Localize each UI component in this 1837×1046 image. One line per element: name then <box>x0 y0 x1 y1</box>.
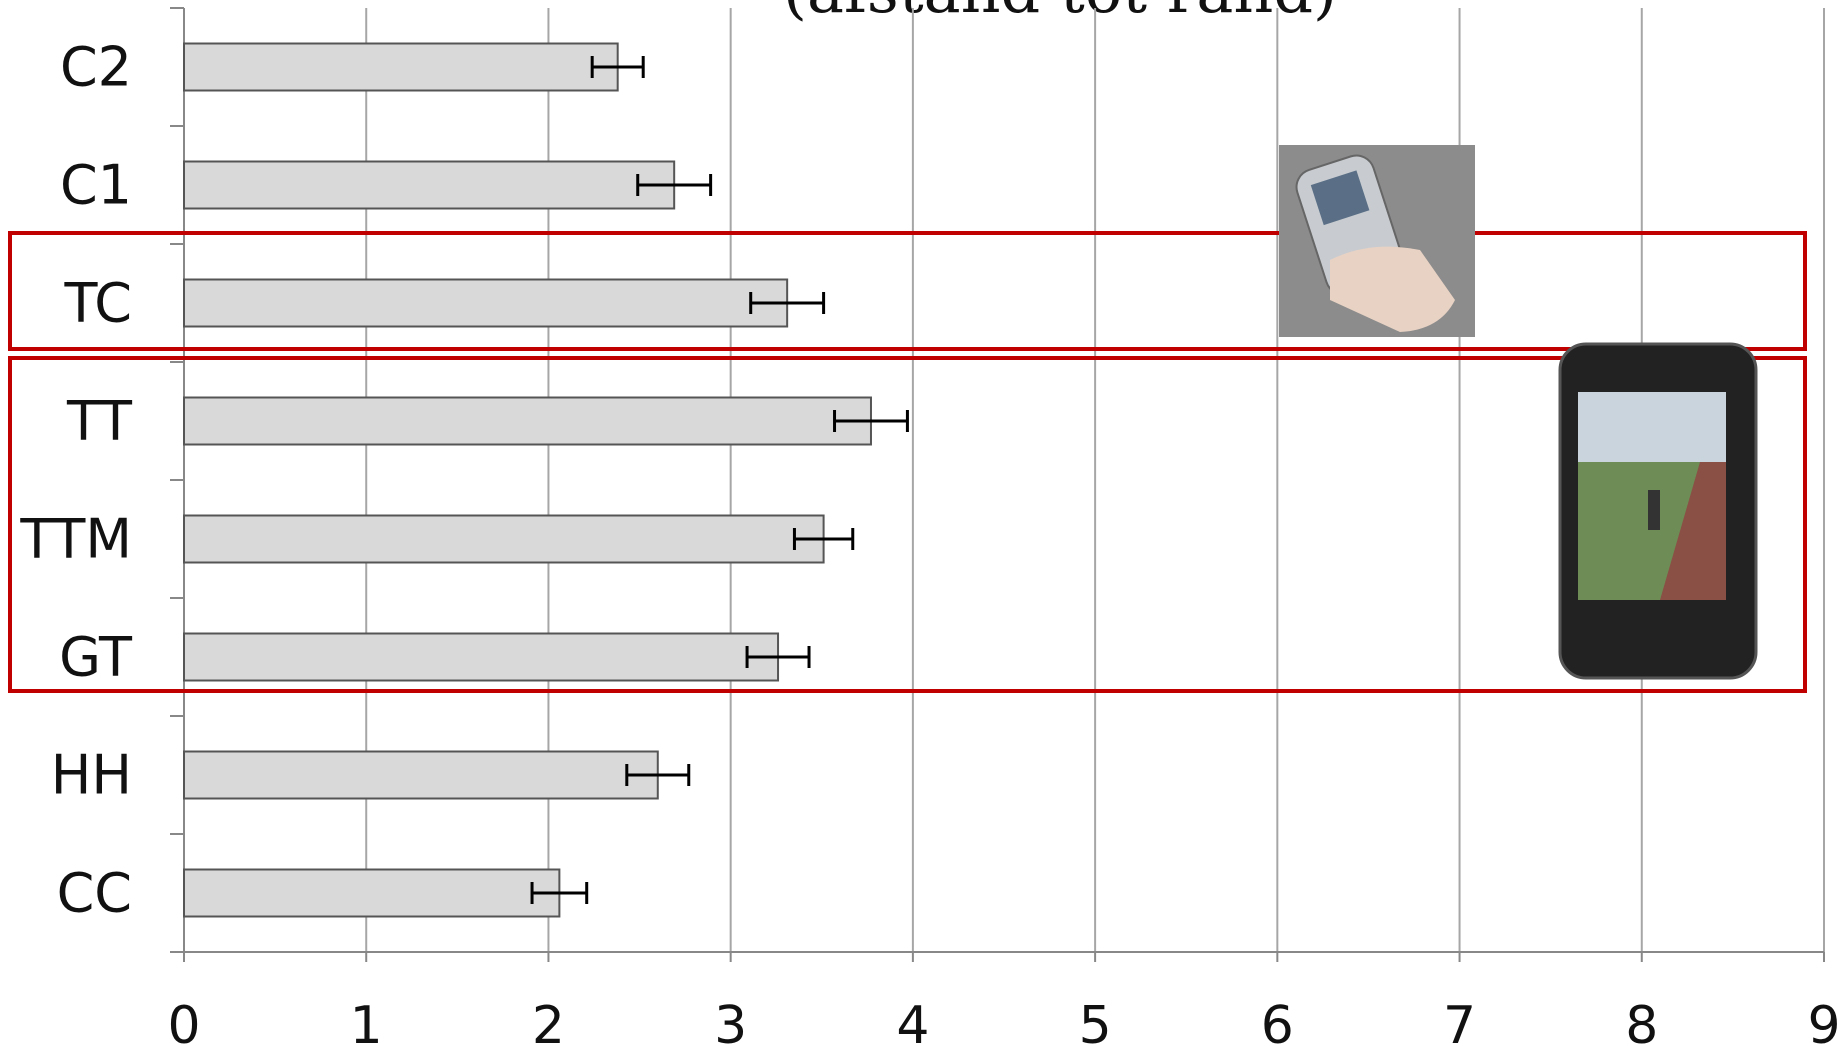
x-tick-label: 8 <box>1625 996 1658 1046</box>
y-tick-label: CC <box>57 862 132 925</box>
x-tick-label: 1 <box>350 996 383 1046</box>
x-tick-label: 2 <box>532 996 565 1046</box>
x-tick-label: 3 <box>714 996 747 1046</box>
y-tick-label: TT <box>66 390 133 453</box>
x-tick-label: 5 <box>1079 996 1112 1046</box>
chart-title: (afstand tot rand) <box>783 0 1337 27</box>
y-tick-label: GT <box>59 626 133 689</box>
phone-photo <box>1279 145 1475 337</box>
x-tick-label: 4 <box>896 996 929 1046</box>
bar <box>183 632 780 682</box>
bar <box>183 750 659 800</box>
x-tick-label: 7 <box>1443 996 1476 1046</box>
y-tick-label: TC <box>63 272 132 335</box>
x-tick-label: 6 <box>1261 996 1294 1046</box>
bar <box>183 42 619 92</box>
highlight-box <box>8 231 1807 351</box>
smartphone-photo <box>1558 342 1758 680</box>
bar <box>183 278 789 328</box>
y-tick-label: C2 <box>60 36 132 99</box>
highlight-box <box>8 356 1807 693</box>
x-tick-label: 9 <box>1807 996 1837 1046</box>
y-tick-label: C1 <box>60 154 132 217</box>
bar <box>183 868 561 918</box>
y-tick-label: TTM <box>19 508 132 571</box>
bar <box>183 396 872 446</box>
bar <box>183 160 676 210</box>
x-tick-label: 0 <box>167 996 200 1046</box>
bar <box>183 514 825 564</box>
y-tick-label: HH <box>51 744 132 807</box>
